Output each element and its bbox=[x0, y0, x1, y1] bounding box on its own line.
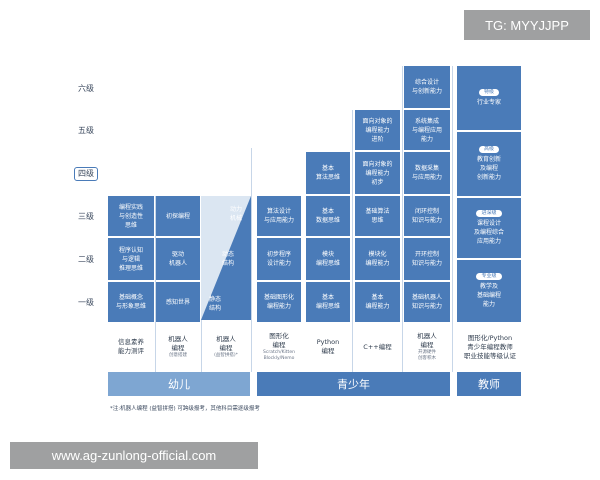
level-1: 一级 bbox=[78, 298, 94, 307]
watermark-top: TG: MYYJJPP bbox=[464, 10, 590, 40]
badge-senior: 高级 bbox=[478, 146, 499, 153]
cell-teacher-special: 特级 行业专家 bbox=[457, 66, 521, 130]
badge-advanced: 进深级 bbox=[476, 210, 502, 217]
cell-robot-creative-3: 初探编程 bbox=[156, 196, 200, 236]
column-label-text: 机器人 编程 bbox=[168, 335, 188, 352]
group-bar-youth: 青少年 bbox=[257, 372, 450, 396]
cell-infolit-3: 编程实践 与创造性 思维 bbox=[108, 196, 154, 236]
cell-graphic-2: 初步程序 设计能力 bbox=[257, 238, 301, 280]
cell-infolit-1: 基础概念 与形象思维 bbox=[108, 282, 154, 322]
grid-line bbox=[155, 196, 156, 372]
cell-cpp-5: 面向对象的 编程能力 进阶 bbox=[355, 110, 400, 150]
cell-robot-hw-2: 开环控制 知识与能力 bbox=[404, 238, 450, 280]
cell-cpp-1: 基本 编程能力 bbox=[355, 282, 400, 322]
cell-robot-hw-4: 数据采集 与应用能力 bbox=[404, 152, 450, 194]
column-label-robot-hw: 机器人 编程 开源硬件 创客积木 bbox=[404, 325, 450, 369]
cell-python-4: 基本 算法思维 bbox=[306, 152, 350, 194]
cell-teacher-professional-text: 教学及 基础编程 能力 bbox=[476, 283, 501, 308]
column-sublabel: 创意搭建 bbox=[169, 353, 187, 358]
cell-robot-hw-6: 综合设计 与创新能力 bbox=[404, 66, 450, 108]
cell-teacher-professional: 专业级 教学及 基础编程 能力 bbox=[457, 260, 521, 322]
cell-teacher-senior-text: 教育创新 及编程 创新能力 bbox=[476, 156, 501, 181]
cell-robot-puzzle-3: 动力 机械 bbox=[229, 206, 242, 222]
cell-graphic-1: 基础图形化 编程能力 bbox=[257, 282, 301, 322]
cell-robot-creative-2: 驱动 机器人 bbox=[156, 238, 200, 280]
cell-cpp-3: 基础算法 思维 bbox=[355, 196, 400, 236]
cell-teacher-advanced: 进深级 课程设计 及编程综合 应用能力 bbox=[457, 198, 521, 258]
level-6: 六级 bbox=[78, 84, 94, 93]
cell-robot-puzzle-2: 动态 结构 bbox=[221, 251, 234, 267]
column-label-cpp: C++编程 bbox=[363, 342, 392, 351]
cell-cpp-4: 面向对象的 编程能力 初步 bbox=[355, 152, 400, 194]
column-sublabel: Scratch/Kitten Blockly/Nemo bbox=[263, 350, 295, 361]
badge-special: 特级 bbox=[478, 89, 499, 96]
cell-python-1: 基本 编程思维 bbox=[306, 282, 350, 322]
cell-robot-creative-1: 感知世界 bbox=[156, 282, 200, 322]
cell-graphic-3: 算法设计 与应用能力 bbox=[257, 196, 301, 236]
column-sublabel: (益智拼搭)* bbox=[214, 353, 238, 358]
column-label-text: 机器人 编程 bbox=[417, 332, 437, 349]
badge-professional: 专业级 bbox=[476, 273, 502, 280]
column-label-python: Python 编程 bbox=[316, 338, 340, 355]
level-3: 三级 bbox=[78, 212, 94, 221]
cell-robot-puzzle-1: 静态 结构 bbox=[208, 296, 221, 312]
column-sublabel: 开源硬件 创客积木 bbox=[418, 350, 436, 361]
column-label-text: 机器人 编程 bbox=[216, 335, 236, 352]
cell-robot-hw-3: 闭环控制 知识与能力 bbox=[404, 196, 450, 236]
cell-python-3: 基本 数据思维 bbox=[306, 196, 350, 236]
grid-line bbox=[251, 148, 252, 372]
grid-line bbox=[402, 66, 403, 372]
cell-cpp-2: 模块化 编程能力 bbox=[355, 238, 400, 280]
group-bar-preschool: 幼儿 bbox=[108, 372, 250, 396]
group-bar-teacher: 教师 bbox=[457, 372, 521, 396]
cell-robot-hw-5: 系统集成 与编程应用 能力 bbox=[404, 110, 450, 150]
column-label-text: 图形化 编程 bbox=[269, 332, 289, 349]
level-5: 五级 bbox=[78, 126, 94, 135]
level-2: 二级 bbox=[78, 255, 94, 264]
column-label-graphic: 图形化 编程 Scratch/Kitten Blockly/Nemo bbox=[254, 325, 304, 369]
grid-line bbox=[452, 66, 453, 372]
level-4: 四级 bbox=[74, 167, 98, 181]
cell-robot-hw-1: 基础机器人 知识与能力 bbox=[404, 282, 450, 322]
column-label-infolit: 信息素养 能力测评 bbox=[118, 338, 144, 355]
column-label-robot-creative: 机器人 编程 创意搭建 bbox=[156, 325, 200, 369]
robot-puzzle-diagonal-block bbox=[201, 196, 251, 320]
watermark-bottom: www.ag-zunlong-official.com bbox=[10, 442, 258, 469]
cell-python-2: 模块 编程思维 bbox=[306, 238, 350, 280]
footnote: *注:机器人编程 (益智拼搭) 可跨级报考，其他科目需逐级报考 bbox=[110, 406, 260, 412]
column-label-robot-puzzle: 机器人 编程 (益智拼搭)* bbox=[202, 325, 250, 369]
cell-teacher-senior: 高级 教育创新 及编程 创新能力 bbox=[457, 132, 521, 196]
cell-teacher-advanced-text: 课程设计 及编程综合 应用能力 bbox=[473, 220, 504, 245]
cell-infolit-2: 程序认知 与逻辑 推理思维 bbox=[108, 238, 154, 280]
cell-teacher-special-text: 行业专家 bbox=[476, 99, 501, 106]
grid-line bbox=[352, 110, 353, 372]
column-label-teacher: 图形化/Python 青少年编程教师 职业技能等级认证 bbox=[464, 333, 516, 360]
